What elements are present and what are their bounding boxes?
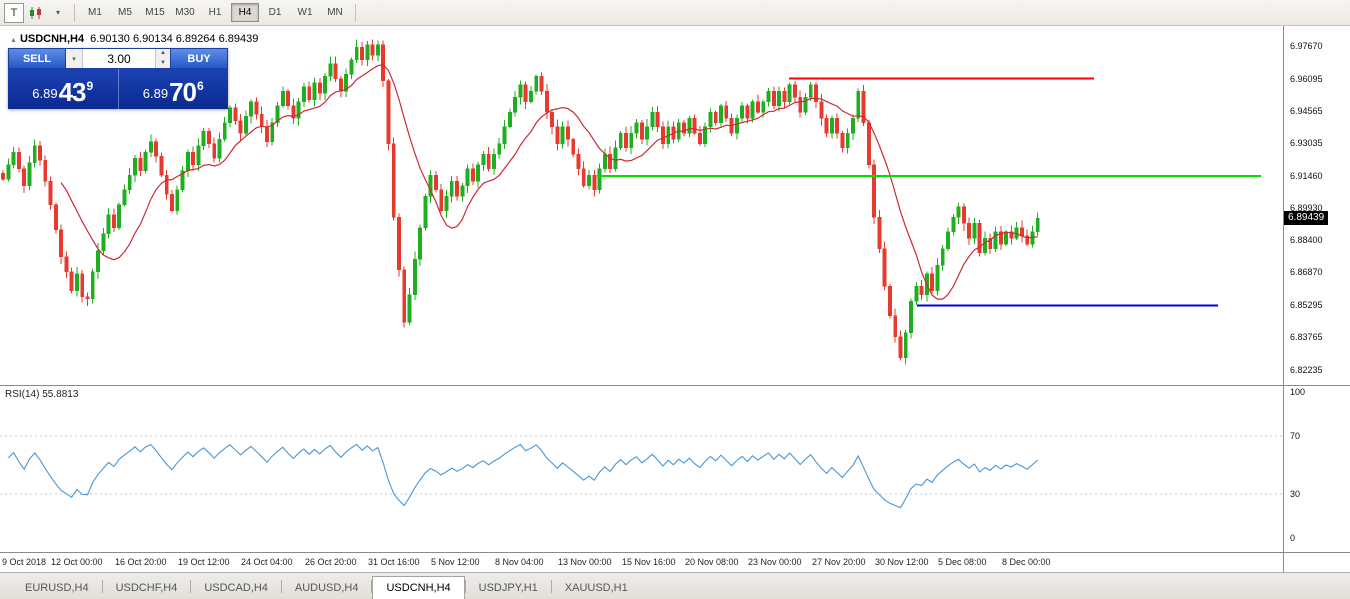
chart-tab-usdcnh[interactable]: USDCNH,H4 <box>372 576 465 599</box>
price-tick: 6.96095 <box>1290 74 1323 84</box>
time-axis-label: 19 Oct 12:00 <box>178 557 230 567</box>
one-click-trading-panel: SELL ▾ 3.00 ▲ ▼ BUY 6.89 43 9 6.89 70 6 <box>8 48 228 109</box>
price-tick: 6.97670 <box>1290 41 1323 51</box>
tab-separator <box>371 579 373 593</box>
time-axis-label: 13 Nov 00:00 <box>558 557 612 567</box>
rsi-level-tick: 30 <box>1290 489 1301 499</box>
price-axis[interactable]: 6.97670 6.96095 6.94565 6.93035 6.91460 6.899… <box>1284 26 1350 385</box>
rsi-level-tick: 0 <box>1290 533 1296 543</box>
tab-separator <box>101 579 103 593</box>
timeframe-button-M1[interactable]: M1 <box>88 7 102 18</box>
buy-price-pip-digit: 6 <box>197 79 204 93</box>
chart-tab-audusd[interactable]: AUDUSD,H4 <box>294 582 359 594</box>
rsi-label: RSI(14) 55.8813 <box>5 389 78 400</box>
timeframe-button-MN[interactable]: MN <box>327 7 343 18</box>
candlestick-chart-icon[interactable] <box>26 3 46 23</box>
timeframe-button-W1[interactable]: W1 <box>297 7 313 18</box>
buy-price-display[interactable]: 6.89 70 6 <box>119 69 229 109</box>
price-tick: 6.85295 <box>1290 300 1323 310</box>
volume-input[interactable]: ▾ 3.00 ▲ ▼ <box>66 48 170 69</box>
time-axis-label: 8 Nov 04:00 <box>495 557 544 567</box>
time-axis-label: 30 Nov 12:00 <box>875 557 929 567</box>
sell-price-base: 6.89 <box>32 86 58 101</box>
chart-symbol-label: USDCNH,H4 <box>19 33 85 45</box>
time-axis-label: 12 Oct 00:00 <box>51 557 103 567</box>
time-axis-label: 5 Nov 12:00 <box>431 557 480 567</box>
rsi-level-tick: 70 <box>1290 431 1301 441</box>
current-price-badge: 6.89439 <box>1284 211 1329 225</box>
chart-tab-usdcad[interactable]: USDCAD,H4 <box>204 582 268 594</box>
price-axis-border <box>1283 26 1284 572</box>
sell-button[interactable]: SELL <box>8 48 66 69</box>
timeframe-button-H1[interactable]: H1 <box>208 7 222 18</box>
time-axis-label: 20 Nov 08:00 <box>685 557 739 567</box>
chart-title: ▲ USDCNH,H4 6.90130 6.90134 6.89264 6.8943… <box>10 33 258 45</box>
top-toolbar: T ▾ M1 M5 M15 M30 H1 H4 D1 W1 MN <box>0 0 1350 26</box>
buy-price-base: 6.89 <box>142 86 169 101</box>
chart-window: ▲ USDCNH,H4 6.90130 6.90134 6.89264 6.8943… <box>0 26 1350 572</box>
chart-tab-usdchf[interactable]: USDCHF,H4 <box>115 582 178 594</box>
tab-separator <box>280 579 282 593</box>
collapse-triangle-icon: ▲ <box>10 37 17 44</box>
time-axis-label: 9 Oct 2018 <box>2 557 47 567</box>
chart-tab-usdjpy[interactable]: USDJPY,H1 <box>478 582 538 594</box>
tab-separator <box>550 579 552 593</box>
volume-down-arrow-icon[interactable]: ▼ <box>160 59 166 66</box>
sell-price-big-digits: 43 <box>58 77 87 107</box>
chart-tab-bar: EURUSD,H4 USDCHF,H4 USDCAD,H4 AUDUSD,H4 USDC… <box>0 572 1350 599</box>
rsi-axis[interactable]: 100 70 30 0 <box>1284 386 1350 552</box>
rsi-level-tick: 100 <box>1290 387 1306 397</box>
time-axis[interactable]: 9 Oct 2018 12 Oct 00:00 16 Oct 20:00 19 Oct… <box>0 555 1283 572</box>
chart-tab-eurusd[interactable]: EURUSD,H4 <box>25 582 89 594</box>
indicator-panel-separator[interactable] <box>0 385 1350 386</box>
time-axis-label: 26 Oct 20:00 <box>305 557 357 567</box>
price-tick: 6.88400 <box>1290 235 1323 245</box>
buy-price-big-digits: 70 <box>169 77 197 107</box>
timeframe-button-D1[interactable]: D1 <box>268 7 282 18</box>
rsi-indicator-value: 55.8813 <box>42 389 79 400</box>
chart-ohlc-values: 6.90130 6.90134 6.89264 6.89439 <box>90 33 259 45</box>
toolbar-button-t[interactable]: T <box>4 2 24 23</box>
price-tick: 6.86870 <box>1290 267 1323 277</box>
sell-price-pip-digit: 9 <box>86 79 94 93</box>
timeframe-button-M5[interactable]: M5 <box>118 7 132 18</box>
tab-separator <box>464 579 466 593</box>
rsi-indicator-name: RSI(14) <box>5 389 40 400</box>
time-axis-label: 16 Oct 20:00 <box>115 557 167 567</box>
price-tick: 6.89930 <box>1290 203 1323 213</box>
timeframe-button-H4[interactable]: H4 <box>231 3 259 22</box>
time-axis-label: 27 Nov 20:00 <box>812 557 866 567</box>
price-tick: 6.91460 <box>1290 171 1323 181</box>
toolbar-separator <box>355 3 356 22</box>
volume-stepper: ▲ ▼ <box>155 49 170 68</box>
time-axis-label: 23 Nov 00:00 <box>748 557 802 567</box>
time-axis-label: 5 Dec 08:00 <box>938 557 987 567</box>
rsi-chart[interactable] <box>0 386 1283 552</box>
timeframe-button-group: M1 M5 M15 M30 H1 H4 D1 W1 MN <box>80 3 350 22</box>
time-axis-label: 15 Nov 16:00 <box>622 557 676 567</box>
toolbar-separator <box>74 3 75 22</box>
time-axis-separator <box>0 552 1350 553</box>
price-tick: 6.83765 <box>1290 332 1323 342</box>
timeframe-button-M15[interactable]: M15 <box>145 7 165 18</box>
buy-button[interactable]: BUY <box>170 48 228 69</box>
sell-price-display[interactable]: 6.89 43 9 <box>8 69 119 109</box>
candlestick-glyph <box>30 6 41 19</box>
tab-separator <box>190 579 192 593</box>
time-axis-label: 24 Oct 04:00 <box>241 557 293 567</box>
timeframe-button-M30[interactable]: M30 <box>175 7 195 18</box>
price-tick: 6.93035 <box>1290 138 1323 148</box>
volume-value[interactable]: 3.00 <box>107 51 131 66</box>
time-axis-label: 8 Dec 00:00 <box>1002 557 1051 567</box>
candlestick-chart[interactable] <box>0 26 1283 385</box>
volume-dropdown-icon[interactable]: ▾ <box>66 49 83 68</box>
chevron-down-icon[interactable]: ▾ <box>55 8 60 17</box>
volume-up-arrow-icon[interactable]: ▲ <box>160 50 166 56</box>
chart-tab-xauusd[interactable]: XAUUSD,H1 <box>564 582 628 594</box>
price-tick: 6.82235 <box>1290 365 1323 375</box>
time-axis-label: 31 Oct 16:00 <box>368 557 420 567</box>
price-tick: 6.94565 <box>1290 106 1323 116</box>
